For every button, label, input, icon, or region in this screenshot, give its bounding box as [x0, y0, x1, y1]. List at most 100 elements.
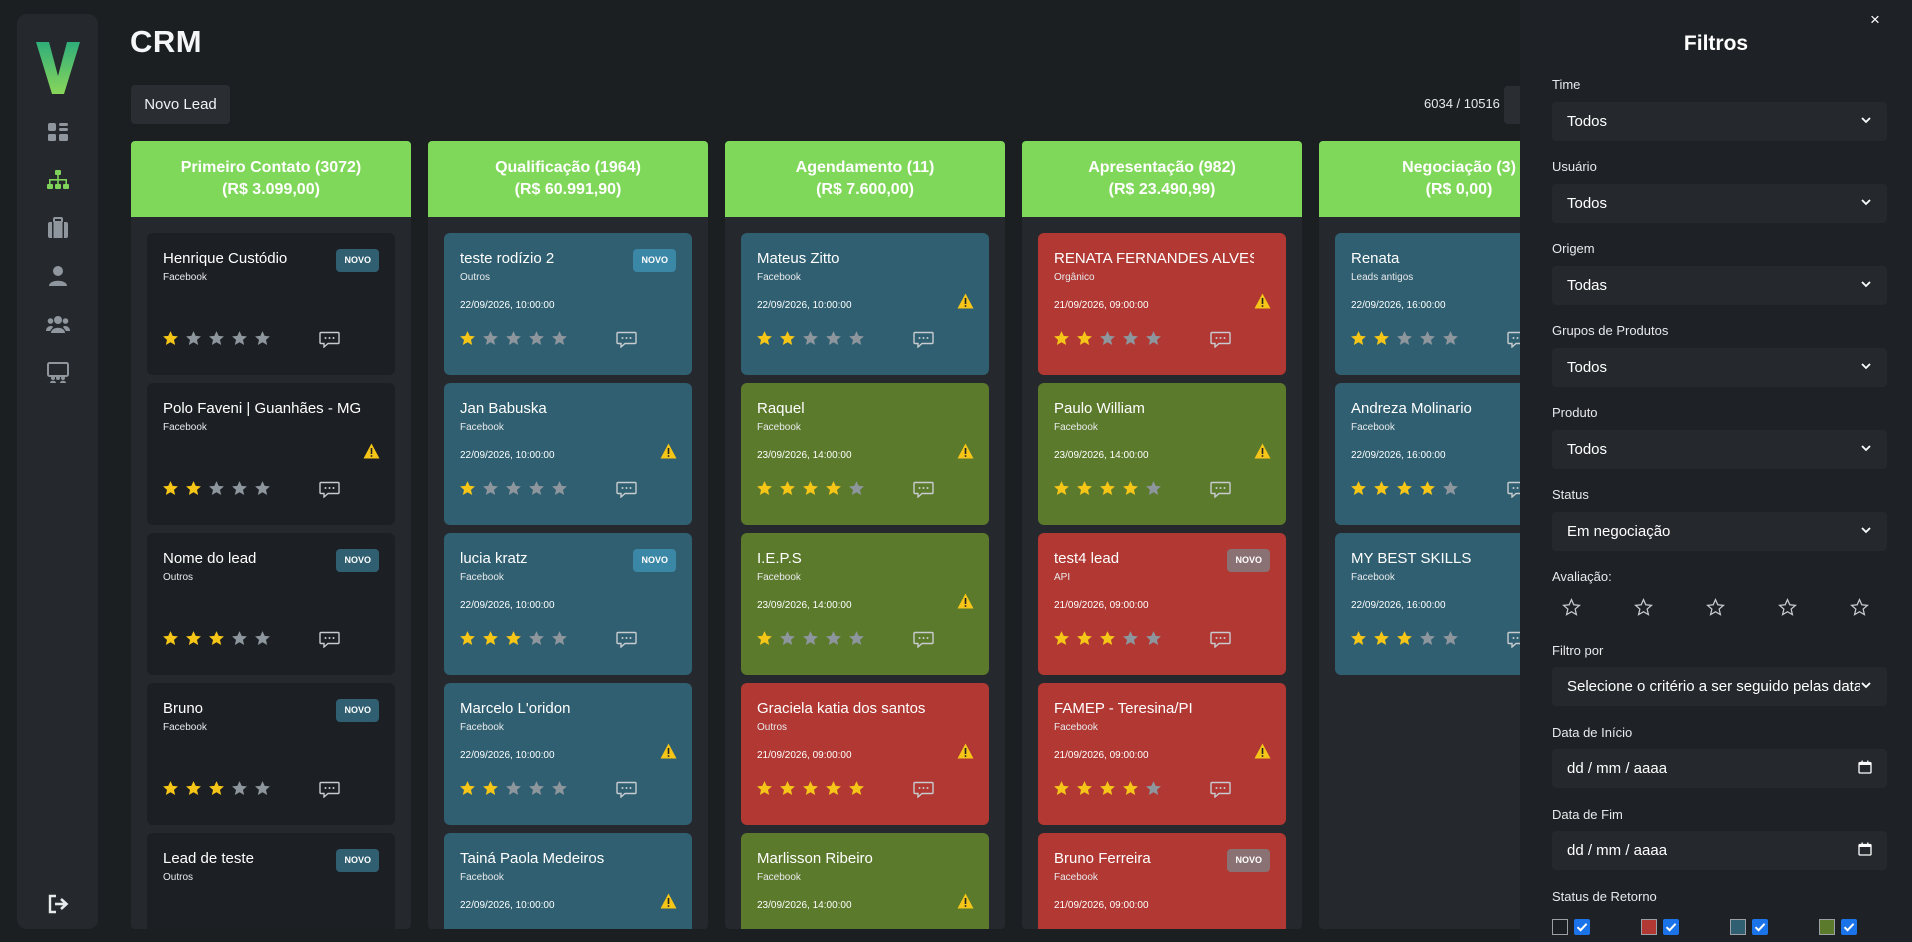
- comment-icon[interactable]: [1210, 481, 1231, 499]
- star-icon[interactable]: [231, 330, 248, 347]
- lead-card[interactable]: Polo Faveni | Guanhães - MG Facebook: [147, 383, 395, 525]
- lead-card[interactable]: RENATA FERNANDES ALVES Orgânico 21/09/2026…: [1038, 233, 1286, 375]
- star-icon[interactable]: [1350, 480, 1367, 497]
- star-icon[interactable]: [254, 630, 271, 647]
- star-icon[interactable]: [779, 630, 796, 647]
- comment-icon[interactable]: [616, 781, 637, 799]
- star-icon[interactable]: [1053, 780, 1070, 797]
- star-icon[interactable]: [459, 780, 476, 797]
- star-icon[interactable]: [1122, 630, 1139, 647]
- star-icon[interactable]: [528, 330, 545, 347]
- comment-icon[interactable]: [913, 631, 934, 649]
- star-icon[interactable]: [1145, 330, 1162, 347]
- star-icon[interactable]: [505, 480, 522, 497]
- filter-by-select[interactable]: Selecione o critério a ser seguido pelas…: [1552, 667, 1887, 706]
- star-icon[interactable]: [1373, 630, 1390, 647]
- star-icon[interactable]: [1145, 780, 1162, 797]
- star-icon[interactable]: [756, 330, 773, 347]
- lead-card[interactable]: Andreza Molinario Facebook 22/09/2026, 16:…: [1335, 383, 1520, 525]
- close-filters-button[interactable]: ×: [1870, 10, 1880, 29]
- star-icon[interactable]: [1396, 480, 1413, 497]
- star-icon[interactable]: [208, 480, 225, 497]
- star-icon[interactable]: [848, 780, 865, 797]
- comment-icon[interactable]: [616, 331, 637, 349]
- lead-card[interactable]: Lead de teste Outros NOVO: [147, 833, 395, 929]
- star-outline-icon[interactable]: [1850, 598, 1869, 617]
- star-icon[interactable]: [482, 330, 499, 347]
- lead-card[interactable]: Mateus Zitto Facebook 22/09/2026, 10:00:00: [741, 233, 989, 375]
- star-icon[interactable]: [1419, 630, 1436, 647]
- comment-icon[interactable]: [616, 631, 637, 649]
- star-icon[interactable]: [482, 780, 499, 797]
- star-icon[interactable]: [848, 630, 865, 647]
- star-icon[interactable]: [1053, 330, 1070, 347]
- star-icon[interactable]: [1419, 330, 1436, 347]
- comment-icon[interactable]: [913, 781, 934, 799]
- lead-card[interactable]: Henrique Custódio Facebook NOVO: [147, 233, 395, 375]
- star-icon[interactable]: [528, 480, 545, 497]
- star-icon[interactable]: [482, 480, 499, 497]
- star-icon[interactable]: [825, 330, 842, 347]
- star-icon[interactable]: [825, 480, 842, 497]
- star-icon[interactable]: [505, 330, 522, 347]
- comment-icon[interactable]: [1210, 631, 1231, 649]
- star-icon[interactable]: [254, 780, 271, 797]
- star-icon[interactable]: [1350, 330, 1367, 347]
- star-icon[interactable]: [756, 780, 773, 797]
- star-icon[interactable]: [825, 630, 842, 647]
- product-select[interactable]: Todos: [1552, 430, 1887, 469]
- star-icon[interactable]: [779, 780, 796, 797]
- star-icon[interactable]: [756, 480, 773, 497]
- lead-card[interactable]: Marlisson Ribeiro Facebook 23/09/2026, 14:…: [741, 833, 989, 929]
- calendar-icon[interactable]: [1858, 760, 1872, 778]
- star-icon[interactable]: [1122, 480, 1139, 497]
- star-icon[interactable]: [162, 330, 179, 347]
- star-icon[interactable]: [825, 780, 842, 797]
- star-icon[interactable]: [505, 630, 522, 647]
- comment-icon[interactable]: [913, 331, 934, 349]
- star-icon[interactable]: [848, 330, 865, 347]
- star-icon[interactable]: [1145, 630, 1162, 647]
- star-icon[interactable]: [848, 480, 865, 497]
- comment-icon[interactable]: [913, 481, 934, 499]
- star-icon[interactable]: [162, 780, 179, 797]
- users-icon[interactable]: [44, 310, 72, 338]
- user-select[interactable]: Todos: [1552, 184, 1887, 223]
- lead-card[interactable]: Marcelo L'oridon Facebook 22/09/2026, 10:0…: [444, 683, 692, 825]
- comment-icon[interactable]: [1507, 481, 1520, 499]
- star-outline-icon[interactable]: [1562, 598, 1581, 617]
- star-icon[interactable]: [1145, 480, 1162, 497]
- lead-card[interactable]: Graciela katia dos santos Outros 21/09/202…: [741, 683, 989, 825]
- comment-icon[interactable]: [616, 481, 637, 499]
- star-icon[interactable]: [1373, 330, 1390, 347]
- star-icon[interactable]: [528, 780, 545, 797]
- status-checkbox[interactable]: [1574, 919, 1590, 935]
- star-icon[interactable]: [505, 780, 522, 797]
- new-lead-button[interactable]: Novo Lead: [131, 85, 230, 124]
- status-checkbox[interactable]: [1752, 919, 1768, 935]
- comment-icon[interactable]: [1507, 331, 1520, 349]
- comment-icon[interactable]: [1507, 631, 1520, 649]
- star-outline-icon[interactable]: [1706, 598, 1725, 617]
- start-date-input[interactable]: dd / mm / aaaa: [1552, 749, 1887, 788]
- star-icon[interactable]: [1076, 630, 1093, 647]
- end-date-input[interactable]: dd / mm / aaaa: [1552, 831, 1887, 870]
- lead-card[interactable]: teste rodízio 2 Outros 22/09/2026, 10:00:0…: [444, 233, 692, 375]
- star-icon[interactable]: [1442, 330, 1459, 347]
- lead-card[interactable]: Bruno Ferreira Facebook 21/09/2026, 09:00:…: [1038, 833, 1286, 929]
- briefcase-icon[interactable]: [44, 214, 72, 242]
- lead-card[interactable]: FAMEP - Teresina/PI Facebook 21/09/2026, 0…: [1038, 683, 1286, 825]
- dashboard-icon[interactable]: [44, 118, 72, 146]
- star-icon[interactable]: [1373, 480, 1390, 497]
- origin-select[interactable]: Todas: [1552, 266, 1887, 305]
- star-icon[interactable]: [551, 780, 568, 797]
- calendar-icon[interactable]: [1858, 842, 1872, 860]
- star-icon[interactable]: [1442, 630, 1459, 647]
- star-icon[interactable]: [482, 630, 499, 647]
- comment-icon[interactable]: [319, 631, 340, 649]
- star-icon[interactable]: [459, 630, 476, 647]
- lead-card[interactable]: test4 lead API 21/09/2026, 09:00:00 NOVO: [1038, 533, 1286, 675]
- lead-card[interactable]: Nome do lead Outros NOVO: [147, 533, 395, 675]
- lead-card[interactable]: Jan Babuska Facebook 22/09/2026, 10:00:00: [444, 383, 692, 525]
- star-icon[interactable]: [459, 480, 476, 497]
